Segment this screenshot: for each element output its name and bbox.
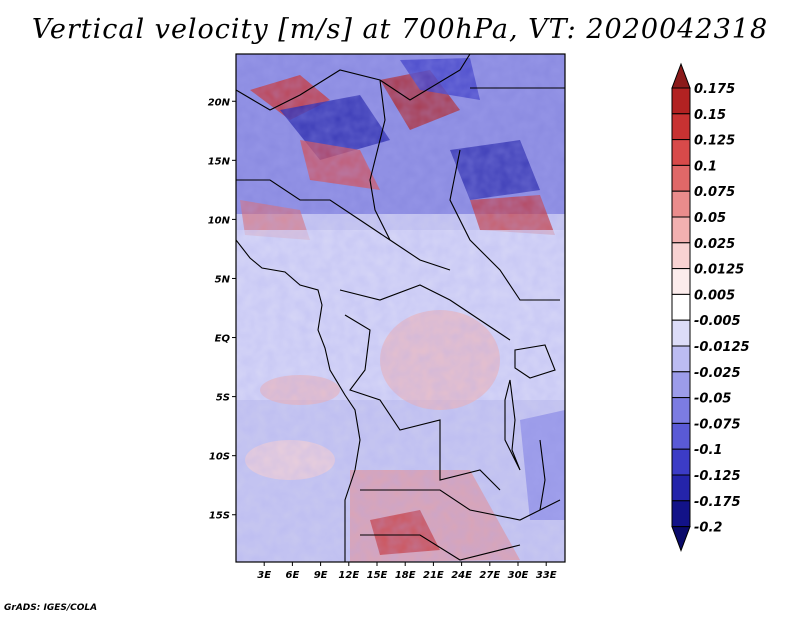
colorbar-level-label: 0.0125 <box>694 263 744 278</box>
border-central-west <box>236 179 451 271</box>
colorbar-level-label: 0.1 <box>694 159 717 174</box>
colorbar-bin <box>671 190 691 218</box>
lat-tick-label: 5S <box>216 393 230 404</box>
field-layer <box>236 54 565 562</box>
colorbar-bin <box>671 139 691 166</box>
colorbar-level-label: -0.125 <box>694 469 741 484</box>
colorbar-bin <box>671 164 691 192</box>
colorbar-level-label: 0.05 <box>694 211 726 226</box>
lon-tick-label: 24E <box>451 570 472 581</box>
map-title: Vertical velocity [m/s] at 700hPa, VT: 2… <box>31 14 769 45</box>
colorbar-bin <box>671 268 691 295</box>
lon-tick-label: 33E <box>536 570 557 581</box>
lat-tick-label: 20N <box>208 97 231 108</box>
colorbar-level-label: -0.025 <box>694 366 741 381</box>
colorbar-bin <box>671 87 691 115</box>
lat-tick-label: 15S <box>209 511 230 522</box>
lon-tick-label: 15E <box>367 570 388 581</box>
map-frame <box>235 53 566 563</box>
coastlines-and-borders <box>236 54 565 562</box>
lake-victoria <box>514 344 556 379</box>
border-south-2 <box>360 534 521 561</box>
colorbar-top-arrow <box>671 62 691 89</box>
lat-tick-label: 5N <box>215 274 231 285</box>
colorbar-level-label: -0.005 <box>694 314 741 329</box>
colorbar: 0.175 0.15 0.125 0.1 0.075 0.05 0.025 0.0125 0.0… <box>671 62 750 553</box>
lat-tick-label: EQ <box>215 334 231 345</box>
lake-tanganyika <box>504 379 521 471</box>
lon-tick-label: 21E <box>423 570 444 581</box>
colorbar-level-label: 0.005 <box>694 288 735 303</box>
colorbar-bin <box>671 242 691 270</box>
west-coastline <box>236 239 361 562</box>
colorbar-bin <box>671 216 691 244</box>
lat-tick-label: 10S <box>209 452 230 463</box>
colorbar-level-label: -0.175 <box>694 495 741 510</box>
longitude-ticks: 3E 6E 9E 12E 15E 18E 21E 24E 27E 30E 33E <box>257 562 557 581</box>
colorbar-bottom-arrow <box>671 526 691 553</box>
lat-tick-label: 10N <box>208 215 231 226</box>
lon-tick-label: 12E <box>338 570 359 581</box>
colorbar-bin <box>671 397 691 424</box>
lon-tick-label: 18E <box>395 570 416 581</box>
colorbar-level-label: 0.15 <box>694 108 726 123</box>
colorbar-level-label: -0.1 <box>694 443 722 458</box>
colorbar-bin <box>671 345 691 373</box>
grads-credit: GrADS: IGES/COLA <box>4 603 98 613</box>
lon-tick-label: 9E <box>314 570 328 581</box>
border-congo <box>344 314 501 491</box>
colorbar-bin <box>671 422 691 450</box>
colorbar-bin <box>671 293 691 321</box>
field-noise-texture <box>236 54 565 562</box>
colorbar-level-label: -0.2 <box>694 521 722 536</box>
lat-tick-label: 15N <box>208 156 231 167</box>
border-central-north <box>369 79 391 241</box>
lake-malawi <box>539 439 546 511</box>
colorbar-bin <box>671 113 691 141</box>
border-central-east <box>449 149 560 301</box>
colorbar-level-label: 0.025 <box>694 237 735 252</box>
border-south <box>360 489 561 521</box>
lon-tick-label: 3E <box>257 570 271 581</box>
latitude-ticks: 20N 15N 10N 5N EQ 5S 10S 15S <box>208 97 236 522</box>
colorbar-level-label: -0.0125 <box>694 340 750 355</box>
colorbar-level-label: -0.075 <box>694 417 741 432</box>
border-interior <box>339 284 511 341</box>
colorbar-level-label: 0.175 <box>694 82 735 97</box>
lon-tick-label: 6E <box>286 570 300 581</box>
colorbar-level-label: 0.125 <box>694 134 735 149</box>
colorbar-bin <box>671 371 691 399</box>
colorbar-level-label: 0.075 <box>694 185 735 200</box>
colorbar-bin <box>671 448 691 476</box>
lon-tick-label: 30E <box>508 570 529 581</box>
colorbar-level-label: -0.05 <box>694 392 731 407</box>
colorbar-bin <box>671 474 691 502</box>
border-north <box>236 54 471 111</box>
lon-tick-label: 27E <box>479 570 500 581</box>
colorbar-bin <box>671 500 691 528</box>
colorbar-bin <box>671 319 691 347</box>
